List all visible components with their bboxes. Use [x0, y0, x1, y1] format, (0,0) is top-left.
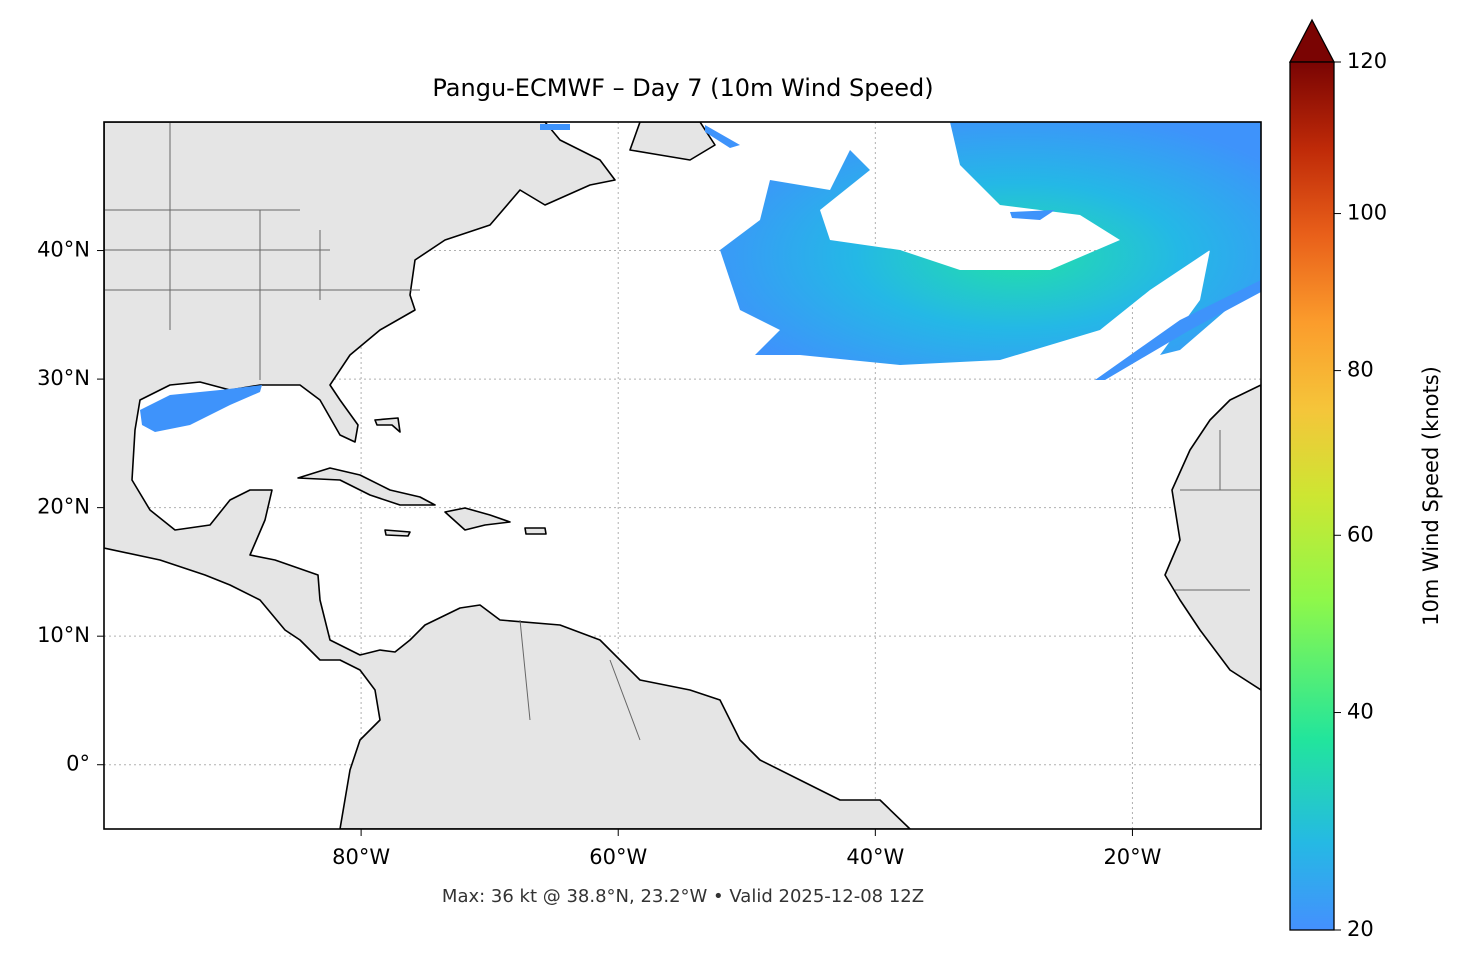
wind-streak	[1095, 280, 1261, 380]
x-tick-label: 20°W	[1103, 845, 1161, 869]
plot-frame	[103, 121, 1262, 830]
americas	[104, 122, 911, 829]
x-tick-label: 40°W	[846, 845, 904, 869]
wind-swath	[720, 122, 1261, 365]
colorbar-label: 10m Wind Speed (knots)	[1419, 366, 1443, 626]
y-tick-label: 20°N	[37, 495, 90, 519]
footer-note: Max: 36 kt @ 38.8°N, 23.2°W • Valid 2025…	[442, 886, 924, 907]
colorbar	[1289, 61, 1335, 931]
y-tick-label: 10°N	[37, 623, 90, 647]
x-tick-label: 80°W	[332, 845, 390, 869]
borders	[104, 122, 1261, 741]
y-tick-label: 0°	[66, 752, 90, 776]
colorbar-tick-label: 80	[1347, 358, 1374, 382]
colorbar-tick-label: 20	[1347, 917, 1374, 941]
cuba	[297, 467, 436, 506]
bahamas	[374, 417, 401, 433]
africa	[1164, 384, 1261, 691]
colorbar-tick-label: 120	[1347, 49, 1387, 73]
jamaica	[384, 529, 411, 537]
chart-title: Pangu-ECMWF – Day 7 (10m Wind Speed)	[432, 74, 933, 102]
newfoundland	[629, 122, 716, 161]
hispaniola	[444, 507, 511, 531]
colorbar-tick-label: 40	[1347, 700, 1374, 724]
x-tick-label: 60°W	[589, 845, 647, 869]
colorbar-tick-label: 100	[1347, 201, 1387, 225]
map-area	[104, 122, 1261, 829]
y-tick-label: 30°N	[37, 366, 90, 390]
puerto-rico	[524, 527, 547, 535]
y-tick-label: 40°N	[37, 238, 90, 262]
colorbar-tick-label: 60	[1347, 522, 1374, 546]
wind-gulf	[140, 385, 262, 432]
colorbar-extend	[1288, 18, 1336, 63]
